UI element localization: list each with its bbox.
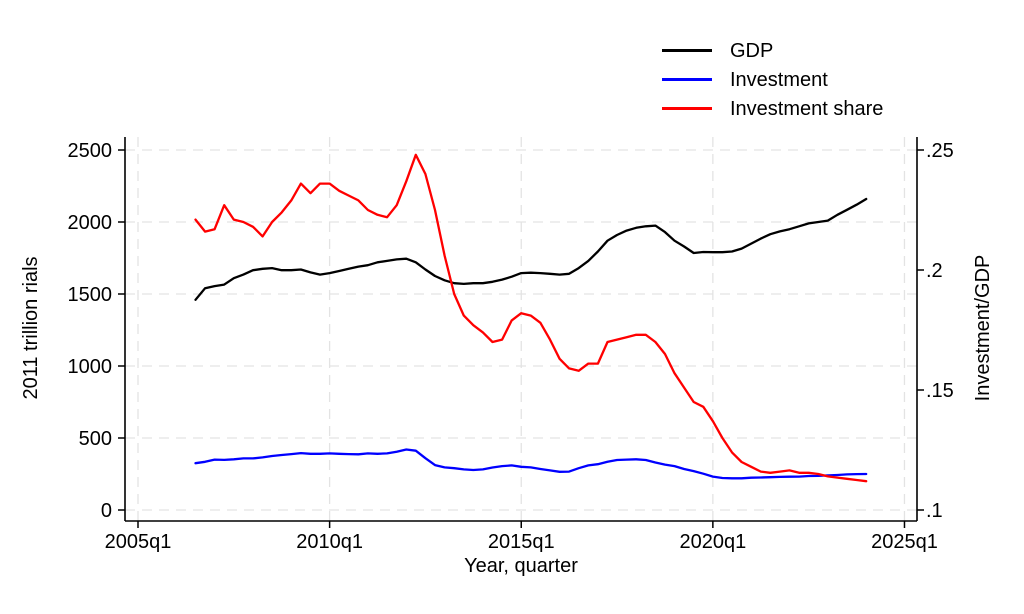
y-left-tick-label: 2500: [68, 140, 113, 162]
x-axis-tick-label: 2025q1: [871, 531, 938, 553]
y-left-tick-label: 0: [101, 500, 112, 522]
y-right-tick-label: .15: [926, 380, 954, 402]
y-right-tick-label: .25: [926, 140, 954, 162]
investment-line-swatch: [662, 78, 712, 81]
y-right-tick-label: .1: [926, 500, 943, 522]
legend-item-gdp: GDP: [662, 36, 883, 65]
x-axis-tick-label: 2015q1: [488, 531, 555, 553]
y-right-tick-label: .2: [926, 260, 943, 282]
legend-item-investment-share: Investment share: [662, 94, 883, 123]
legend-label-investment-share: Investment share: [730, 97, 884, 120]
y-left-tick-label: 2000: [68, 212, 113, 234]
legend-label-investment: Investment: [730, 68, 828, 91]
x-axis-title: Year, quarter: [464, 555, 578, 577]
gdp-line-swatch: [662, 49, 712, 52]
y-left-axis-title: 2011 trillion rials: [20, 256, 42, 400]
gdp-line: [194, 197, 868, 301]
x-axis-tick-label: 2005q1: [105, 531, 172, 553]
y-left-tick-label: 1000: [68, 356, 113, 378]
legend-label-gdp: GDP: [730, 39, 774, 62]
y-right-axis-title: Investment/GDP: [972, 254, 994, 402]
legend-item-investment: Investment: [662, 65, 883, 94]
legend: GDP Investment Investment share: [662, 36, 883, 123]
investment-share-line-swatch: [662, 107, 712, 110]
y-left-tick-label: 500: [79, 428, 112, 450]
y-left-tick-label: 1500: [68, 284, 113, 306]
investment-line: [194, 448, 868, 480]
investment-share-line: [194, 153, 868, 483]
x-axis-tick-label: 2020q1: [679, 531, 746, 553]
x-axis-tick-label: 2010q1: [296, 531, 363, 553]
